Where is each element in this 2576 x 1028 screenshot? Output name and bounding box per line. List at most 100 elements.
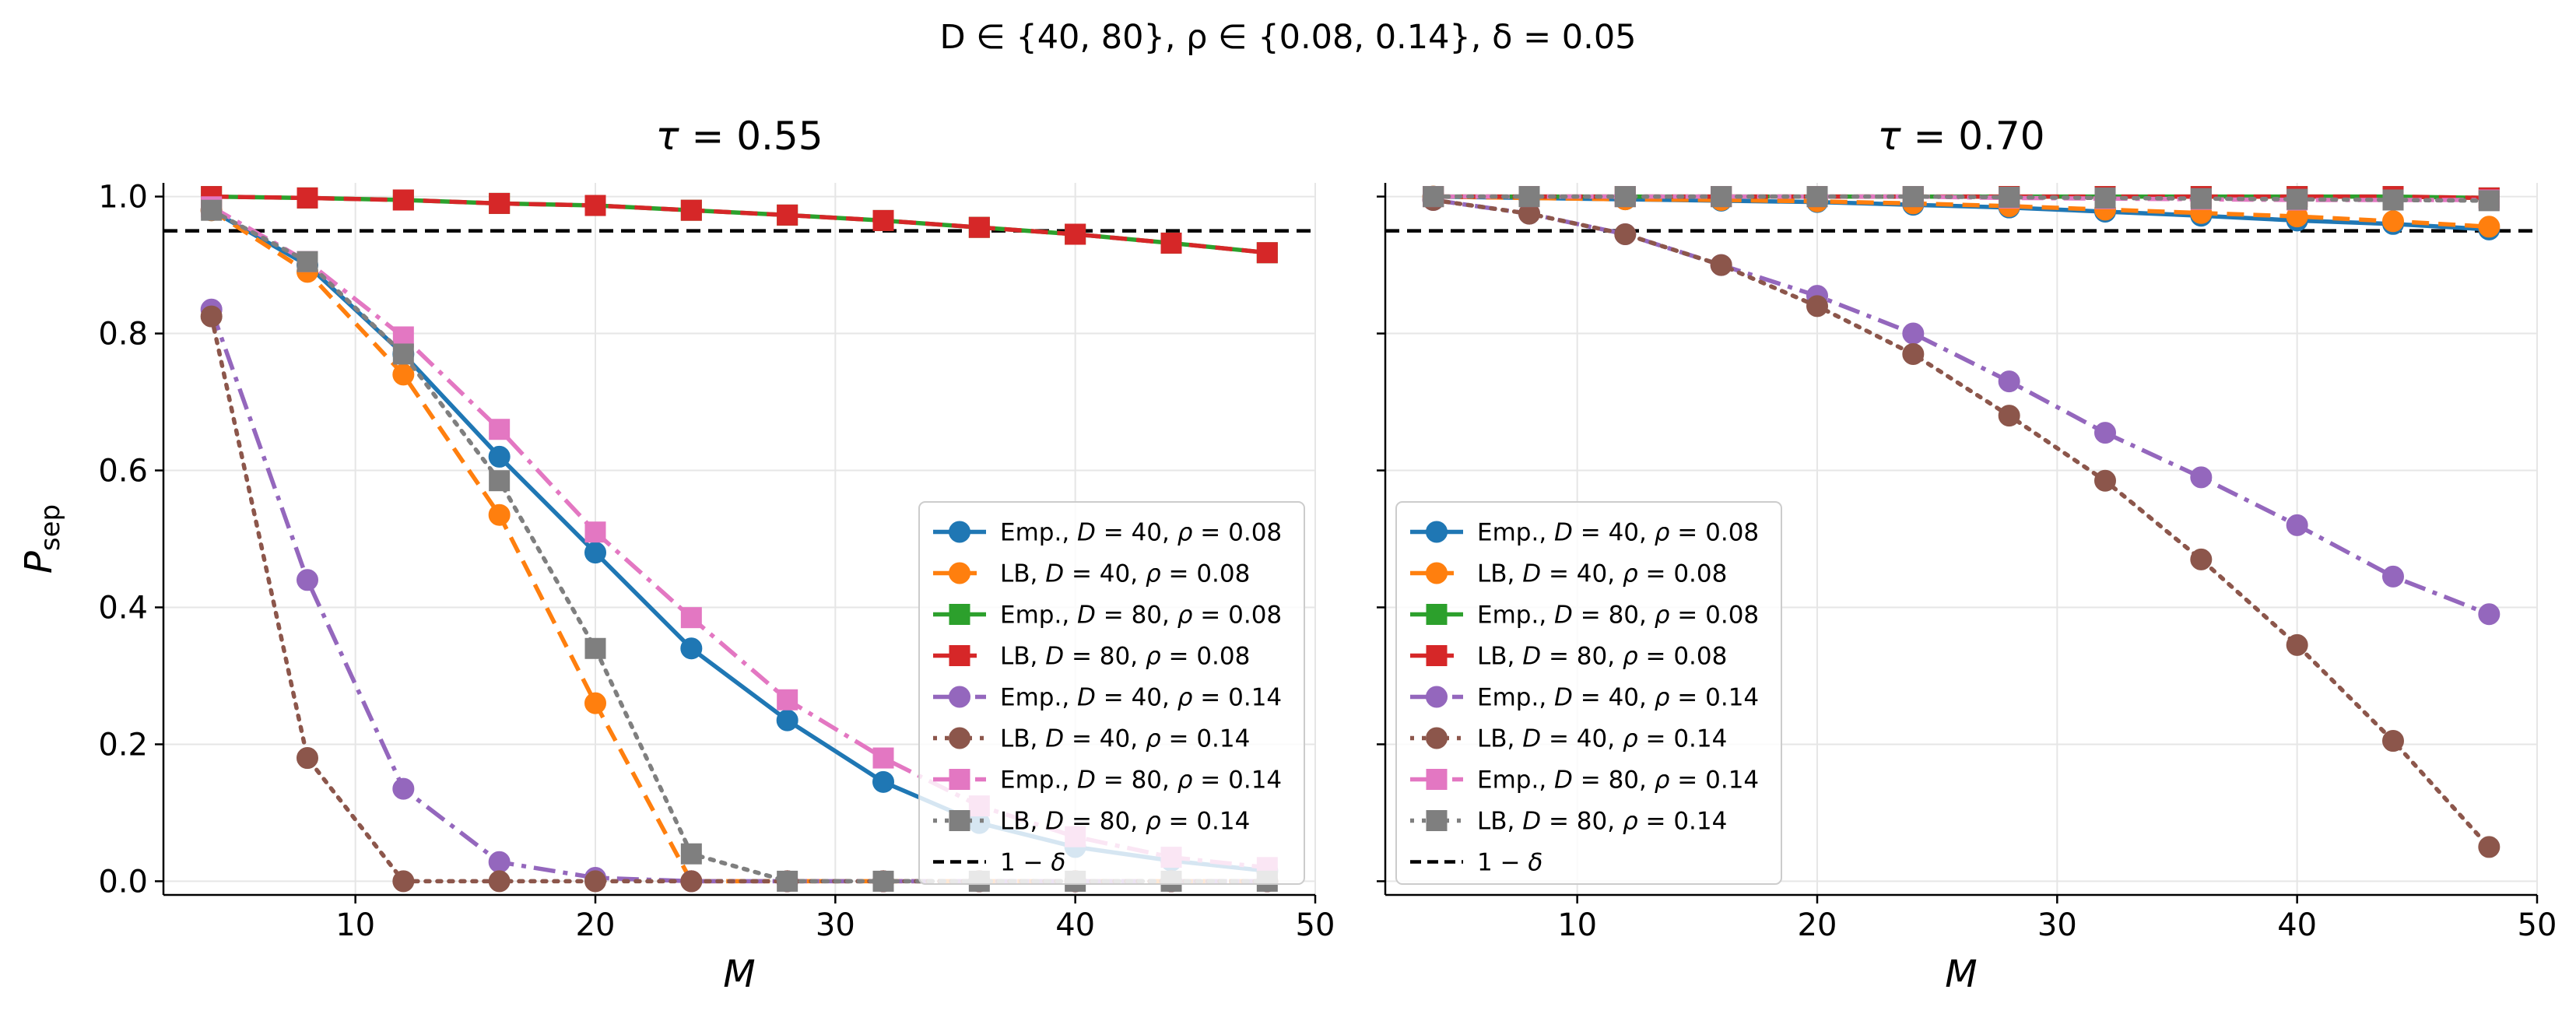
legend: Emp., D = 40, ρ = 0.08 LB, D = 40, ρ = 0.… xyxy=(1395,501,1782,885)
legend-label: Emp., D = 80, ρ = 0.14 xyxy=(1477,767,1759,795)
legend-frame xyxy=(1395,501,1782,885)
series-emp-d-40-0-14-point xyxy=(2190,466,2213,489)
legend-item: LB, D = 80, ρ = 0.14 xyxy=(1410,808,1727,836)
series-lb-d-40-0-14-point xyxy=(2382,730,2404,753)
legend-item: Emp., D = 40, ρ = 0.08 xyxy=(933,519,1282,547)
series-lb-d-40-0-14-line xyxy=(1430,198,2492,850)
series-lb-d-80-0-14-point xyxy=(2382,189,2404,211)
series-emp-d-40-0-08-point xyxy=(584,542,606,564)
legend-label: LB, D = 80, ρ = 0.08 xyxy=(1000,643,1250,671)
series-lb-d-40-0-14-point xyxy=(1710,254,1732,276)
panel-title: τ = 0.70 xyxy=(1877,114,2044,159)
panel-tau-055: 10 20 30 40 50 0.0 0.2 0.4 0.6 0.8 1.0 τ = 0.55 M Pse… xyxy=(17,114,1335,996)
legend-label: LB, D = 80, ρ = 0.14 xyxy=(1000,808,1250,836)
series-lb-d-40-0-14-point xyxy=(1902,342,1925,365)
series-lb-d-40-0-14-point xyxy=(297,747,318,770)
series-lb-d-80-0-08-point xyxy=(1160,232,1182,254)
legend-item: 1 − δ xyxy=(933,849,1065,877)
series-lb-d-40-0-08-line xyxy=(1433,194,2490,230)
y-tick-label: 0.2 xyxy=(98,727,148,763)
x-axis-label: M xyxy=(1945,953,1977,996)
series-lb-d-40-0-14-point xyxy=(2478,836,2501,858)
series-emp-d-80-0-14-point xyxy=(777,689,798,710)
legend-label: 1 − δ xyxy=(1477,849,1542,877)
series-lb-d-40-0-14-point xyxy=(1806,295,1828,318)
legend-item: LB, D = 40, ρ = 0.14 xyxy=(1410,725,1727,753)
x-tick-label: 30 xyxy=(2037,907,2077,943)
legend-label: LB, D = 40, ρ = 0.14 xyxy=(1000,725,1250,753)
series-lb-d-80-0-08-point xyxy=(489,192,511,214)
series-emp-d-80-0-08 xyxy=(201,186,1278,264)
x-tick-label: 10 xyxy=(1557,907,1597,943)
series-lb-d-80-0-08-point xyxy=(584,195,606,216)
x-tick-label: 50 xyxy=(2518,907,2557,943)
y-tick-label: 1.0 xyxy=(98,180,148,216)
legend-swatch-marker xyxy=(1426,686,1448,708)
series-lb-d-80-0-14-point xyxy=(1423,186,1444,208)
legend-swatch-marker xyxy=(949,562,970,584)
legend-swatch-marker xyxy=(949,604,970,625)
x-tick-label: 20 xyxy=(576,907,616,943)
series-lb-d-80-0-14 xyxy=(1423,186,2500,212)
legend-item: Emp., D = 80, ρ = 0.08 xyxy=(933,602,1282,630)
x-tick-label: 50 xyxy=(1296,907,1335,943)
series-lb-d-80-0-14-point xyxy=(1518,186,1540,208)
series-lb-d-80-0-08-point xyxy=(968,216,990,238)
legend-swatch-marker xyxy=(949,686,970,708)
y-axis-label: Psep xyxy=(17,504,66,574)
series-lb-d-80-0-14-point xyxy=(489,470,511,492)
series-group xyxy=(1422,185,2501,858)
series-lb-d-40-0-08-point xyxy=(2478,216,2501,238)
series-emp-d-80-0-14-point xyxy=(584,521,606,543)
legend-swatch-marker xyxy=(1426,645,1448,666)
legend-item: Emp., D = 40, ρ = 0.14 xyxy=(933,684,1282,712)
series-lb-d-80-0-14-point xyxy=(2190,188,2212,209)
legend-label: Emp., D = 80, ρ = 0.14 xyxy=(1000,767,1282,795)
legend-item: Emp., D = 80, ρ = 0.14 xyxy=(1410,767,1759,795)
series-emp-d-40-0-08-point xyxy=(680,637,703,660)
series-lb-d-40-0-08-point xyxy=(584,692,606,714)
legend-item: Emp., D = 40, ρ = 0.08 xyxy=(1410,519,1759,547)
y-tick-label: 0.6 xyxy=(98,454,148,489)
legend-label: Emp., D = 40, ρ = 0.08 xyxy=(1477,519,1759,547)
series-emp-d-40-0-14-point xyxy=(297,569,318,591)
series-lb-d-80-0-14-point xyxy=(1902,186,1924,208)
series-lb-d-40-0-14-point xyxy=(392,870,415,893)
series-lb-d-80-0-14-point xyxy=(392,343,414,365)
series-emp-d-40-0-08-line xyxy=(1433,194,2490,232)
legend-label: 1 − δ xyxy=(1000,849,1065,877)
series-lb-d-80-0-08-point xyxy=(680,199,702,221)
x-tick-label: 40 xyxy=(1055,907,1095,943)
series-emp-d-40-0-14-point xyxy=(1998,370,2020,393)
x-axis-label: M xyxy=(723,953,755,996)
series-emp-d-40-0-14-point xyxy=(392,777,415,800)
legend-item: 1 − δ xyxy=(1410,849,1542,877)
series-lb-d-80-0-14-point xyxy=(1806,186,1828,208)
series-emp-d-80-0-14-point xyxy=(872,747,894,769)
series-emp-d-80-0-08-line xyxy=(211,194,1268,255)
x-tick-label: 30 xyxy=(816,907,855,943)
legend-swatch-marker xyxy=(1426,769,1448,790)
legend-swatch-marker xyxy=(949,727,970,749)
figure-suptitle: D ∈ {40, 80}, ρ ∈ {0.08, 0.14}, δ = 0.05 xyxy=(939,18,1636,57)
series-lb-d-40-0-08-point xyxy=(2382,210,2404,233)
series-emp-d-40-0-08-point xyxy=(776,709,798,732)
series-lb-d-80-0-14-line xyxy=(1430,194,2492,203)
legend: Emp., D = 40, ρ = 0.08 LB, D = 40, ρ = 0.… xyxy=(918,501,1305,885)
legend-item: Emp., D = 40, ρ = 0.14 xyxy=(1410,684,1759,712)
series-lb-d-80-0-08-line xyxy=(1433,194,2490,201)
series-lb-d-80-0-14-point xyxy=(2286,188,2308,210)
legend-swatch-marker xyxy=(949,645,970,666)
legend-label: LB, D = 80, ρ = 0.14 xyxy=(1477,808,1727,836)
legend-swatch-marker xyxy=(1426,521,1448,543)
series-lb-d-80-0-14-point xyxy=(2094,187,2116,209)
legend-label: LB, D = 80, ρ = 0.08 xyxy=(1477,643,1727,671)
series-emp-d-40-0-14-point xyxy=(2382,565,2404,588)
legend-item: LB, D = 80, ρ = 0.14 xyxy=(933,808,1250,836)
x-tick-label: 40 xyxy=(2277,907,2317,943)
series-lb-d-40-0-14-point xyxy=(680,870,703,893)
legend-label: Emp., D = 40, ρ = 0.14 xyxy=(1000,684,1282,712)
series-lb-d-80-0-08-point xyxy=(392,189,414,211)
series-lb-d-40-0-14-point xyxy=(200,305,223,328)
